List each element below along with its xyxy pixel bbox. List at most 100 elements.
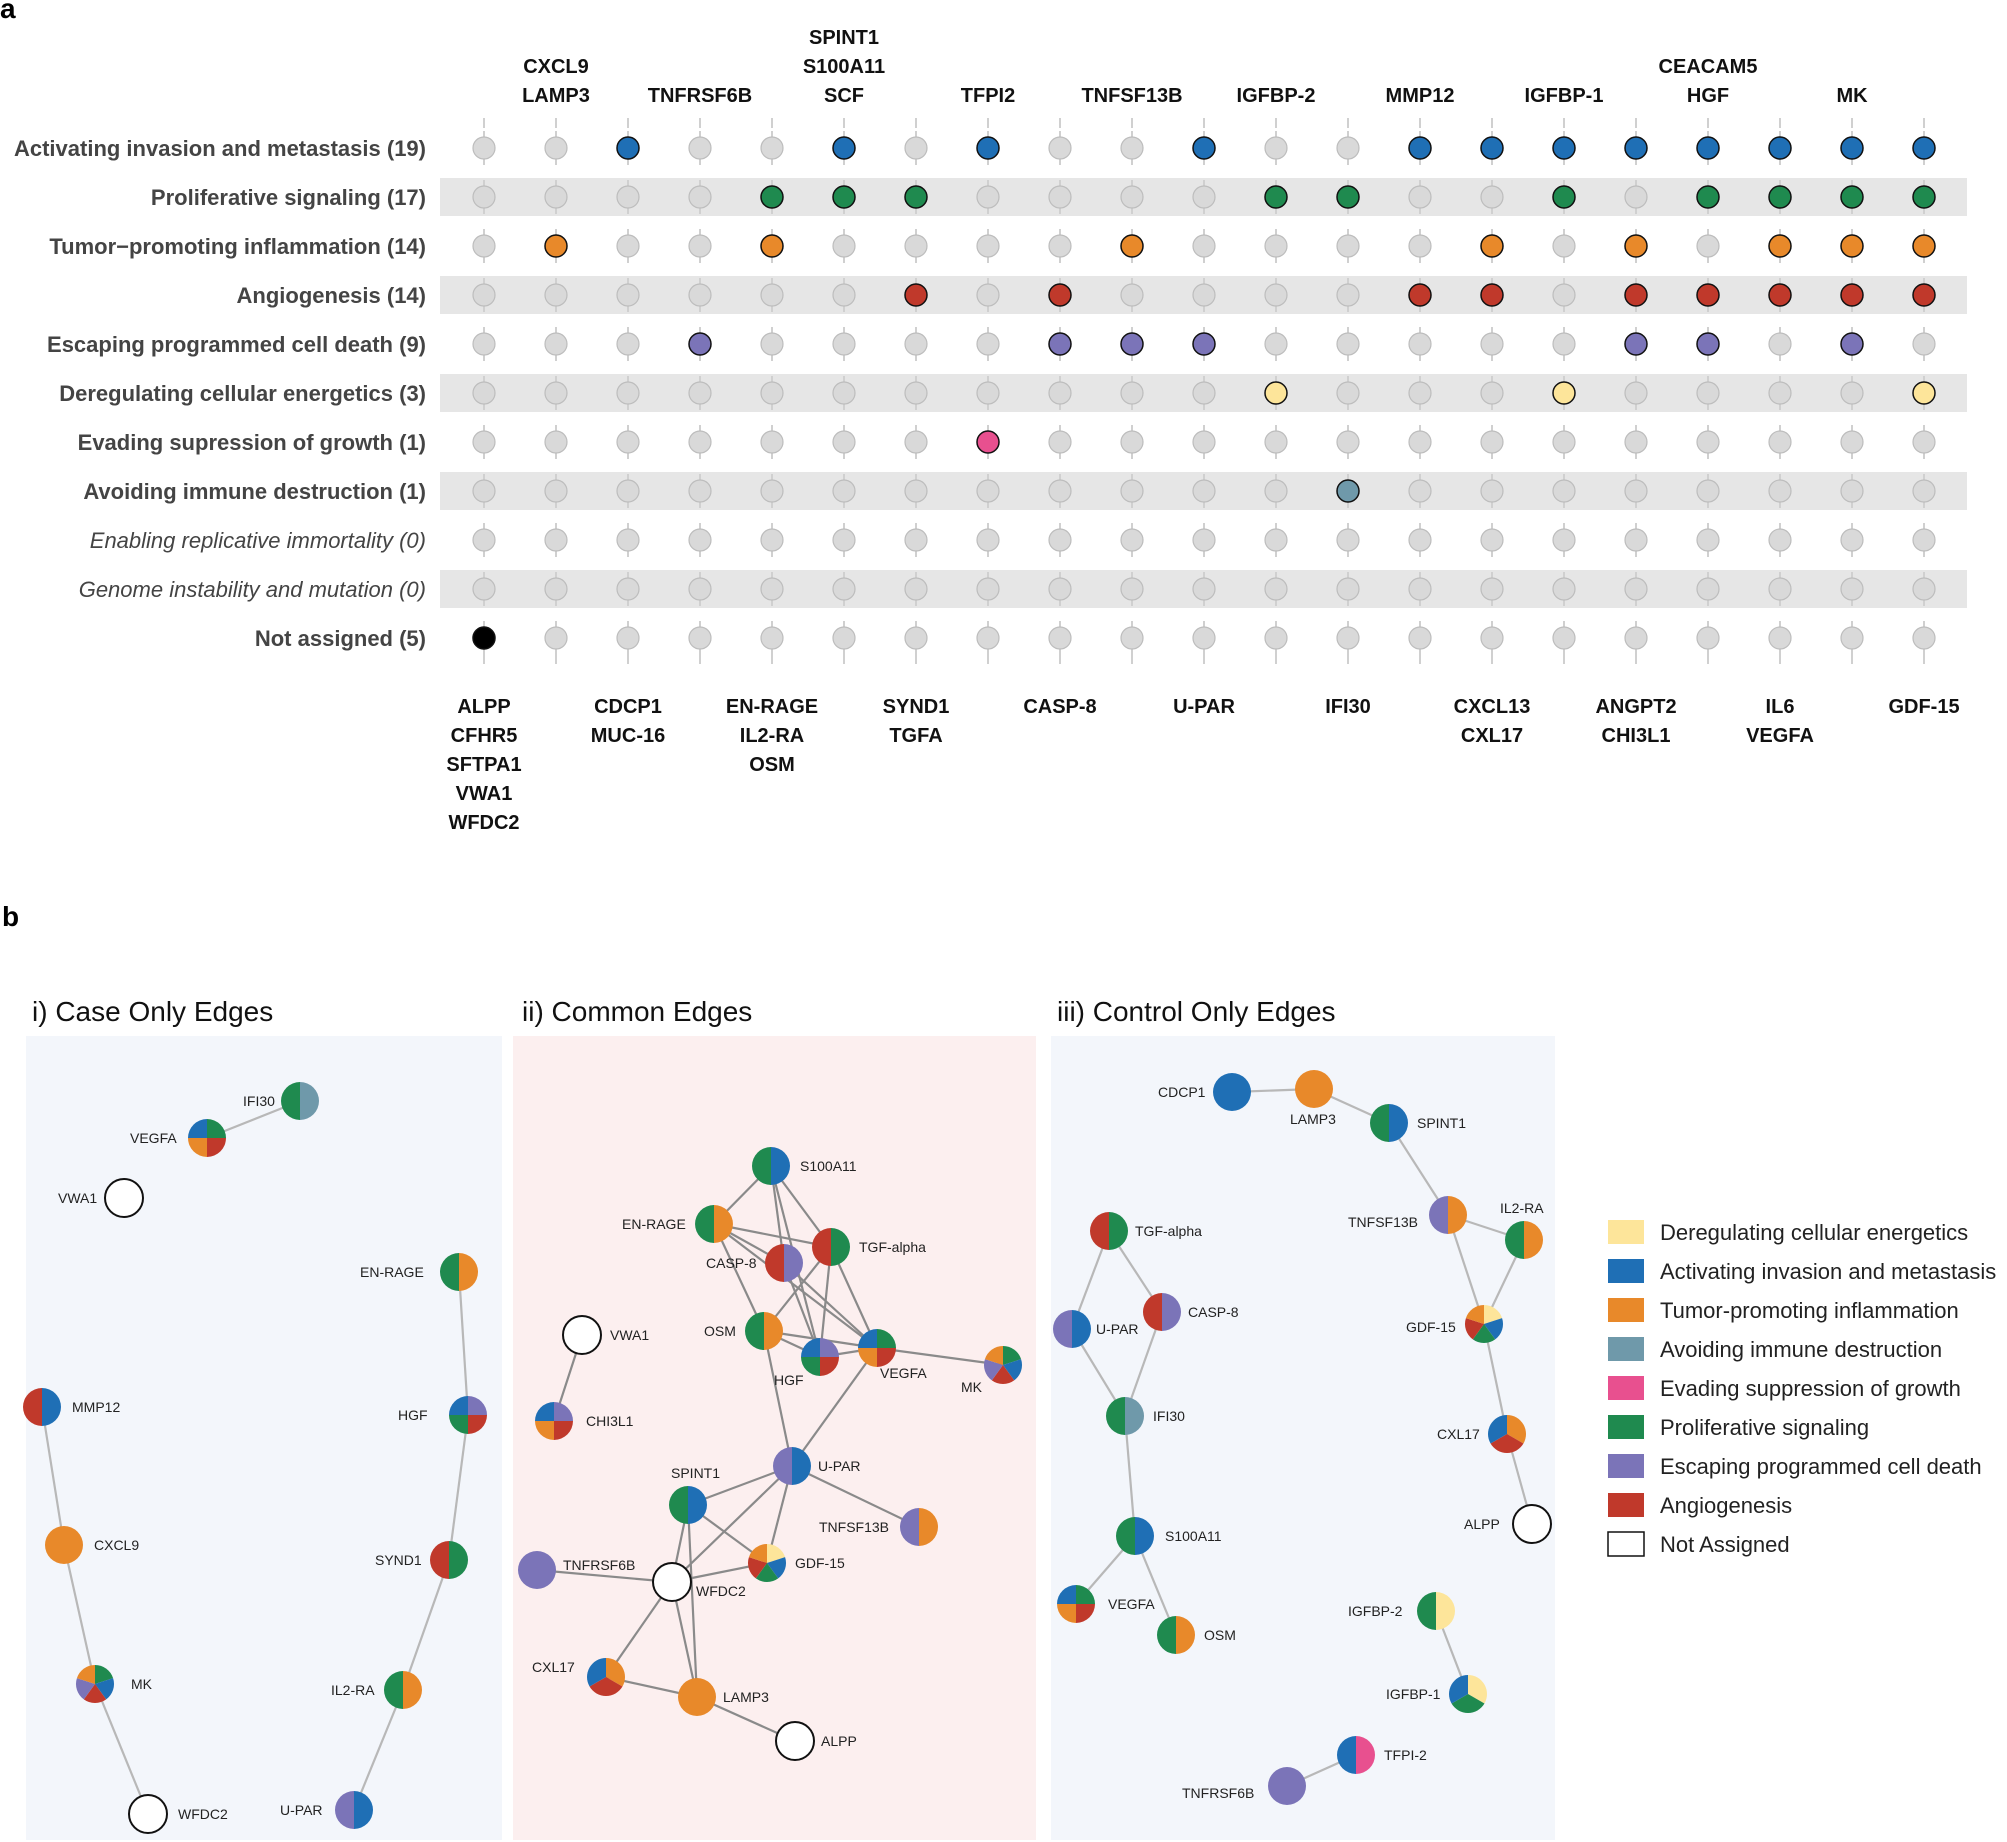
legend-swatch — [1608, 1415, 1644, 1439]
network-edge — [762, 1330, 794, 1467]
pie-slice — [207, 1138, 226, 1157]
network-edge — [536, 1568, 673, 1584]
pie-slice — [23, 1388, 42, 1426]
dot-empty — [472, 185, 496, 209]
dot-empty — [1768, 430, 1792, 454]
dot-assigned — [1912, 136, 1936, 160]
pie-slice — [1505, 1221, 1524, 1259]
network-edge — [401, 1559, 451, 1691]
pie-slice — [1417, 1592, 1436, 1630]
pie-slice — [468, 1396, 487, 1415]
pie-slice — [1484, 1318, 1503, 1340]
network-background — [26, 1036, 502, 1840]
dot-empty — [1120, 136, 1144, 160]
dot-empty — [1120, 528, 1144, 552]
dot-empty — [760, 626, 784, 650]
protein-label-top: HGF — [1687, 85, 1729, 107]
pie-slice — [449, 1541, 468, 1579]
hallmark-row-label: Not assigned (5) — [255, 626, 426, 651]
hallmark-row-label: Enabling replicative immortality (0) — [90, 528, 426, 553]
node-label: TGF-alpha — [1135, 1223, 1202, 1239]
protein-label-bottom: SYND1 — [883, 696, 950, 718]
dot-empty — [1120, 479, 1144, 503]
dot-empty — [616, 528, 640, 552]
dot-empty — [544, 479, 568, 503]
network-title: ii) Common Edges — [522, 996, 752, 1027]
dot-empty — [832, 332, 856, 356]
dot-empty — [1120, 185, 1144, 209]
network-edge — [457, 1271, 470, 1416]
dot-empty — [1120, 577, 1144, 601]
network-edge — [447, 1414, 470, 1561]
dot-empty — [1768, 332, 1792, 356]
dot-empty — [1624, 381, 1648, 405]
hallmark-pie — [652, 1562, 692, 1602]
hallmark-pie — [1512, 1504, 1552, 1544]
protein-label-bottom: VWA1 — [456, 783, 513, 805]
hallmark-pie — [1337, 1736, 1375, 1774]
dot-empty — [1048, 430, 1072, 454]
pie-slice — [83, 1684, 107, 1703]
dot-empty — [616, 332, 640, 356]
dot-empty — [1768, 577, 1792, 601]
dot-assigned — [1696, 283, 1720, 307]
dot-assigned — [976, 136, 1000, 160]
dot-assigned — [1912, 381, 1936, 405]
pie-slice — [1490, 1434, 1524, 1453]
dot-empty — [1336, 234, 1360, 258]
hallmark-row-label: Proliferative signaling (17) — [151, 185, 426, 210]
dot-empty — [760, 332, 784, 356]
node-label: U-PAR — [1096, 1321, 1139, 1337]
protein-label-top: MK — [1836, 85, 1868, 107]
node-label: VWA1 — [610, 1327, 649, 1343]
hallmark-pie — [1295, 1070, 1333, 1108]
dot-empty — [976, 234, 1000, 258]
pie-slice — [919, 1508, 938, 1546]
hallmark-pie — [587, 1658, 625, 1696]
pie-slice — [831, 1228, 850, 1266]
dot-assigned — [976, 430, 1000, 454]
dot-assigned — [1264, 381, 1288, 405]
node-label: U-PAR — [818, 1458, 861, 1474]
network-3: iii) Control Only Edges CDCP1 LAMP3 SPINT1 T… — [1051, 996, 1555, 1840]
dot-empty — [832, 381, 856, 405]
dot-assigned — [1336, 185, 1360, 209]
dot-empty — [688, 283, 712, 307]
pie-slice — [1429, 1196, 1448, 1234]
pie-slice — [1003, 1359, 1022, 1381]
dot-empty — [1264, 136, 1288, 160]
hallmark-pie — [900, 1508, 938, 1546]
pie-slice — [1512, 1504, 1552, 1544]
pie-slice — [771, 1147, 790, 1185]
hallmark-pie — [76, 1665, 114, 1703]
legend-label: Deregulating cellular energetics — [1660, 1220, 1968, 1245]
dot-empty — [1264, 283, 1288, 307]
dot-assigned — [1912, 234, 1936, 258]
protein-label-bottom: CDCP1 — [594, 696, 662, 718]
protein-label-bottom: ANGPT2 — [1595, 696, 1676, 718]
pie-slice — [752, 1147, 771, 1185]
dot-empty — [976, 332, 1000, 356]
dot-empty — [616, 283, 640, 307]
dot-empty — [904, 479, 928, 503]
pie-slice — [95, 1665, 114, 1684]
pie-slice — [554, 1421, 573, 1440]
dot-empty — [1624, 430, 1648, 454]
dot-empty — [1336, 136, 1360, 160]
hallmark-pie — [1370, 1104, 1408, 1142]
dot-empty — [1840, 626, 1864, 650]
dot-empty — [1336, 283, 1360, 307]
node-label: ALPP — [1464, 1516, 1500, 1532]
dot-empty — [1408, 577, 1432, 601]
protein-label-bottom: IFI30 — [1325, 696, 1371, 718]
pie-slice — [1003, 1346, 1022, 1365]
legend-swatch — [1608, 1337, 1644, 1361]
node-label: LAMP3 — [1290, 1111, 1336, 1127]
dot-empty — [976, 626, 1000, 650]
pie-slice — [1484, 1305, 1503, 1324]
node-label: TNFSF13B — [819, 1519, 889, 1535]
hallmark-pie — [752, 1147, 790, 1185]
dot-assigned — [1480, 283, 1504, 307]
pie-slice — [535, 1421, 554, 1440]
node-label: MK — [961, 1379, 983, 1395]
